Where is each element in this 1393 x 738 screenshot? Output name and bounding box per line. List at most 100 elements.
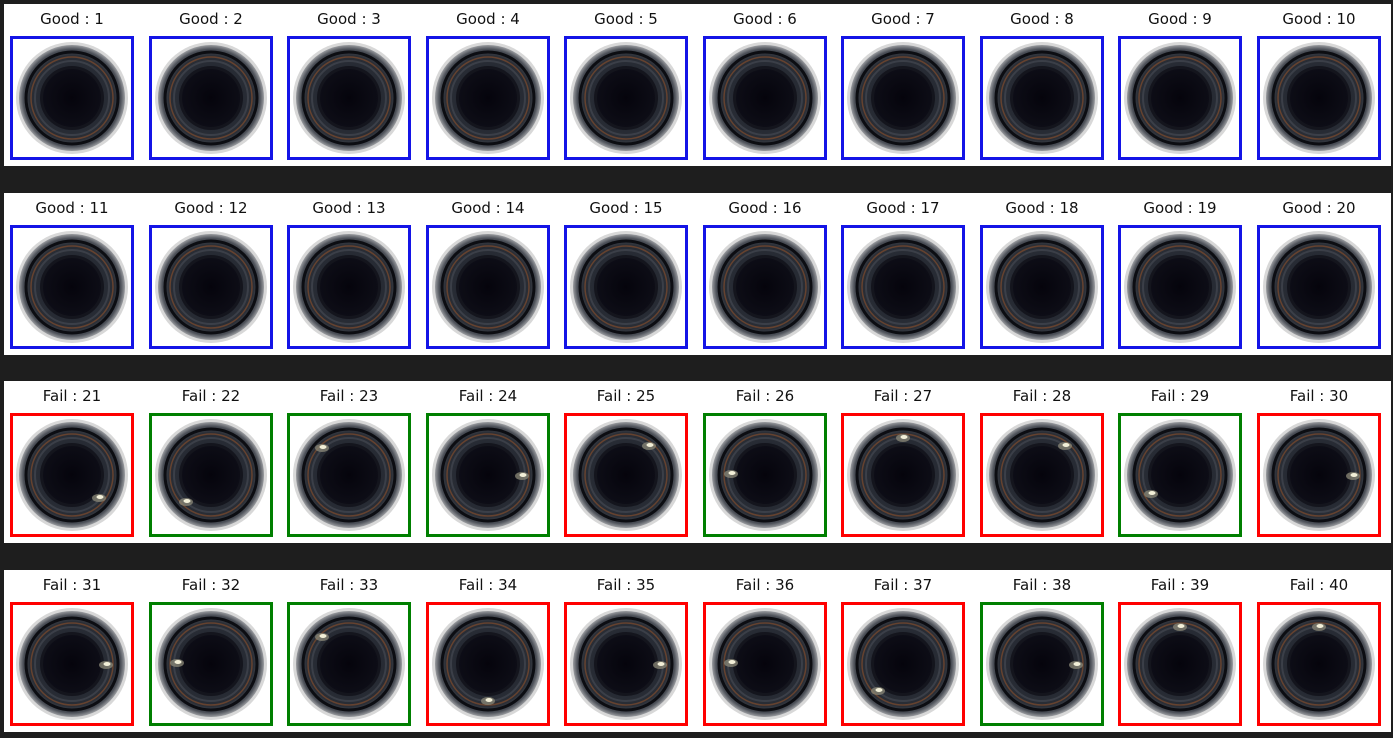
sample-frame xyxy=(1257,413,1381,537)
defect-mark xyxy=(871,687,885,695)
part-photo xyxy=(986,419,1098,531)
part-photo xyxy=(709,231,821,343)
part-photo xyxy=(709,42,821,154)
sample-label: Good : 20 xyxy=(1282,199,1356,217)
sample-label: Good : 13 xyxy=(312,199,386,217)
part-photo xyxy=(709,419,821,531)
part-photo xyxy=(1124,231,1236,343)
sample-label: Good : 19 xyxy=(1143,199,1217,217)
part-photo xyxy=(293,608,405,720)
defect-mark xyxy=(1346,472,1360,480)
sample-frame xyxy=(426,36,550,160)
part-photo xyxy=(847,42,959,154)
sample-frame xyxy=(1257,602,1381,726)
part-photo xyxy=(16,231,128,343)
part-photo xyxy=(847,608,959,720)
defect-mark xyxy=(170,659,184,667)
part-photo xyxy=(293,42,405,154)
part-photo xyxy=(1124,608,1236,720)
part-photo xyxy=(709,608,821,720)
defect-mark xyxy=(315,633,329,641)
defect-mark xyxy=(481,697,495,705)
part-photo xyxy=(1263,419,1375,531)
part-photo xyxy=(847,231,959,343)
part-photo xyxy=(986,608,1098,720)
sample-frame xyxy=(426,602,550,726)
sample-label: Good : 12 xyxy=(174,199,248,217)
sample-label: Fail : 27 xyxy=(873,387,933,405)
sample-frame xyxy=(149,225,273,349)
defect-mark xyxy=(724,659,738,667)
part-photo xyxy=(986,42,1098,154)
image-row: Good : 11 Good : 12 Good : 13 Good : 14 Good… xyxy=(4,193,1391,355)
part-photo xyxy=(1263,231,1375,343)
part-photo xyxy=(432,42,544,154)
defect-mark xyxy=(896,434,910,442)
sample-frame xyxy=(287,413,411,537)
sample-label: Fail : 37 xyxy=(873,576,933,594)
defect-mark xyxy=(179,498,193,506)
defect-mark xyxy=(1058,442,1072,450)
sample-frame xyxy=(980,225,1104,349)
sample-label: Fail : 38 xyxy=(1012,576,1072,594)
sample-label: Good : 2 xyxy=(179,10,243,28)
sample-frame xyxy=(841,413,965,537)
sample-label: Fail : 30 xyxy=(1289,387,1349,405)
sample-frame xyxy=(841,36,965,160)
defect-mark xyxy=(92,494,106,502)
sample-frame xyxy=(980,36,1104,160)
sample-label: Fail : 28 xyxy=(1012,387,1072,405)
part-photo xyxy=(847,419,959,531)
defect-mark xyxy=(653,661,667,669)
sample-label: Good : 15 xyxy=(589,199,663,217)
part-photo xyxy=(155,42,267,154)
sample-frame xyxy=(564,413,688,537)
part-photo xyxy=(16,42,128,154)
defect-mark xyxy=(315,444,329,452)
part-photo xyxy=(1124,42,1236,154)
part-photo xyxy=(293,231,405,343)
sample-label: Fail : 35 xyxy=(596,576,656,594)
part-photo xyxy=(432,419,544,531)
sample-frame xyxy=(564,36,688,160)
sample-label: Fail : 39 xyxy=(1150,576,1210,594)
part-photo xyxy=(293,419,405,531)
sample-frame xyxy=(703,413,827,537)
sample-frame xyxy=(287,225,411,349)
sample-frame xyxy=(564,225,688,349)
sample-label: Good : 10 xyxy=(1282,10,1356,28)
sample-frame xyxy=(10,413,134,537)
sample-label: Good : 11 xyxy=(35,199,109,217)
sample-frame xyxy=(149,602,273,726)
part-photo xyxy=(155,231,267,343)
sample-frame xyxy=(703,602,827,726)
defect-mark xyxy=(1312,623,1326,631)
sample-label: Fail : 22 xyxy=(181,387,241,405)
part-photo xyxy=(570,419,682,531)
sample-label: Fail : 24 xyxy=(458,387,518,405)
part-photo xyxy=(16,419,128,531)
defect-mark xyxy=(724,470,738,478)
defect-mark xyxy=(99,661,113,669)
image-row: Fail : 31 Fail : 32 Fail : 33 Fail : 34 Fail… xyxy=(4,570,1391,732)
sample-frame xyxy=(1118,36,1242,160)
sample-label: Good : 14 xyxy=(451,199,525,217)
sample-frame xyxy=(564,602,688,726)
sample-label: Good : 7 xyxy=(871,10,935,28)
sample-label: Good : 6 xyxy=(733,10,797,28)
sample-frame xyxy=(287,36,411,160)
sample-label: Fail : 21 xyxy=(42,387,102,405)
sample-label: Fail : 23 xyxy=(319,387,379,405)
sample-frame xyxy=(10,602,134,726)
sample-frame xyxy=(1118,602,1242,726)
part-photo xyxy=(986,231,1098,343)
sample-label: Fail : 34 xyxy=(458,576,518,594)
sample-frame xyxy=(10,36,134,160)
part-photo xyxy=(570,608,682,720)
defect-mark xyxy=(642,442,656,450)
sample-label: Fail : 29 xyxy=(1150,387,1210,405)
defect-mark xyxy=(1144,490,1158,498)
sample-label: Fail : 33 xyxy=(319,576,379,594)
sample-label: Fail : 25 xyxy=(596,387,656,405)
